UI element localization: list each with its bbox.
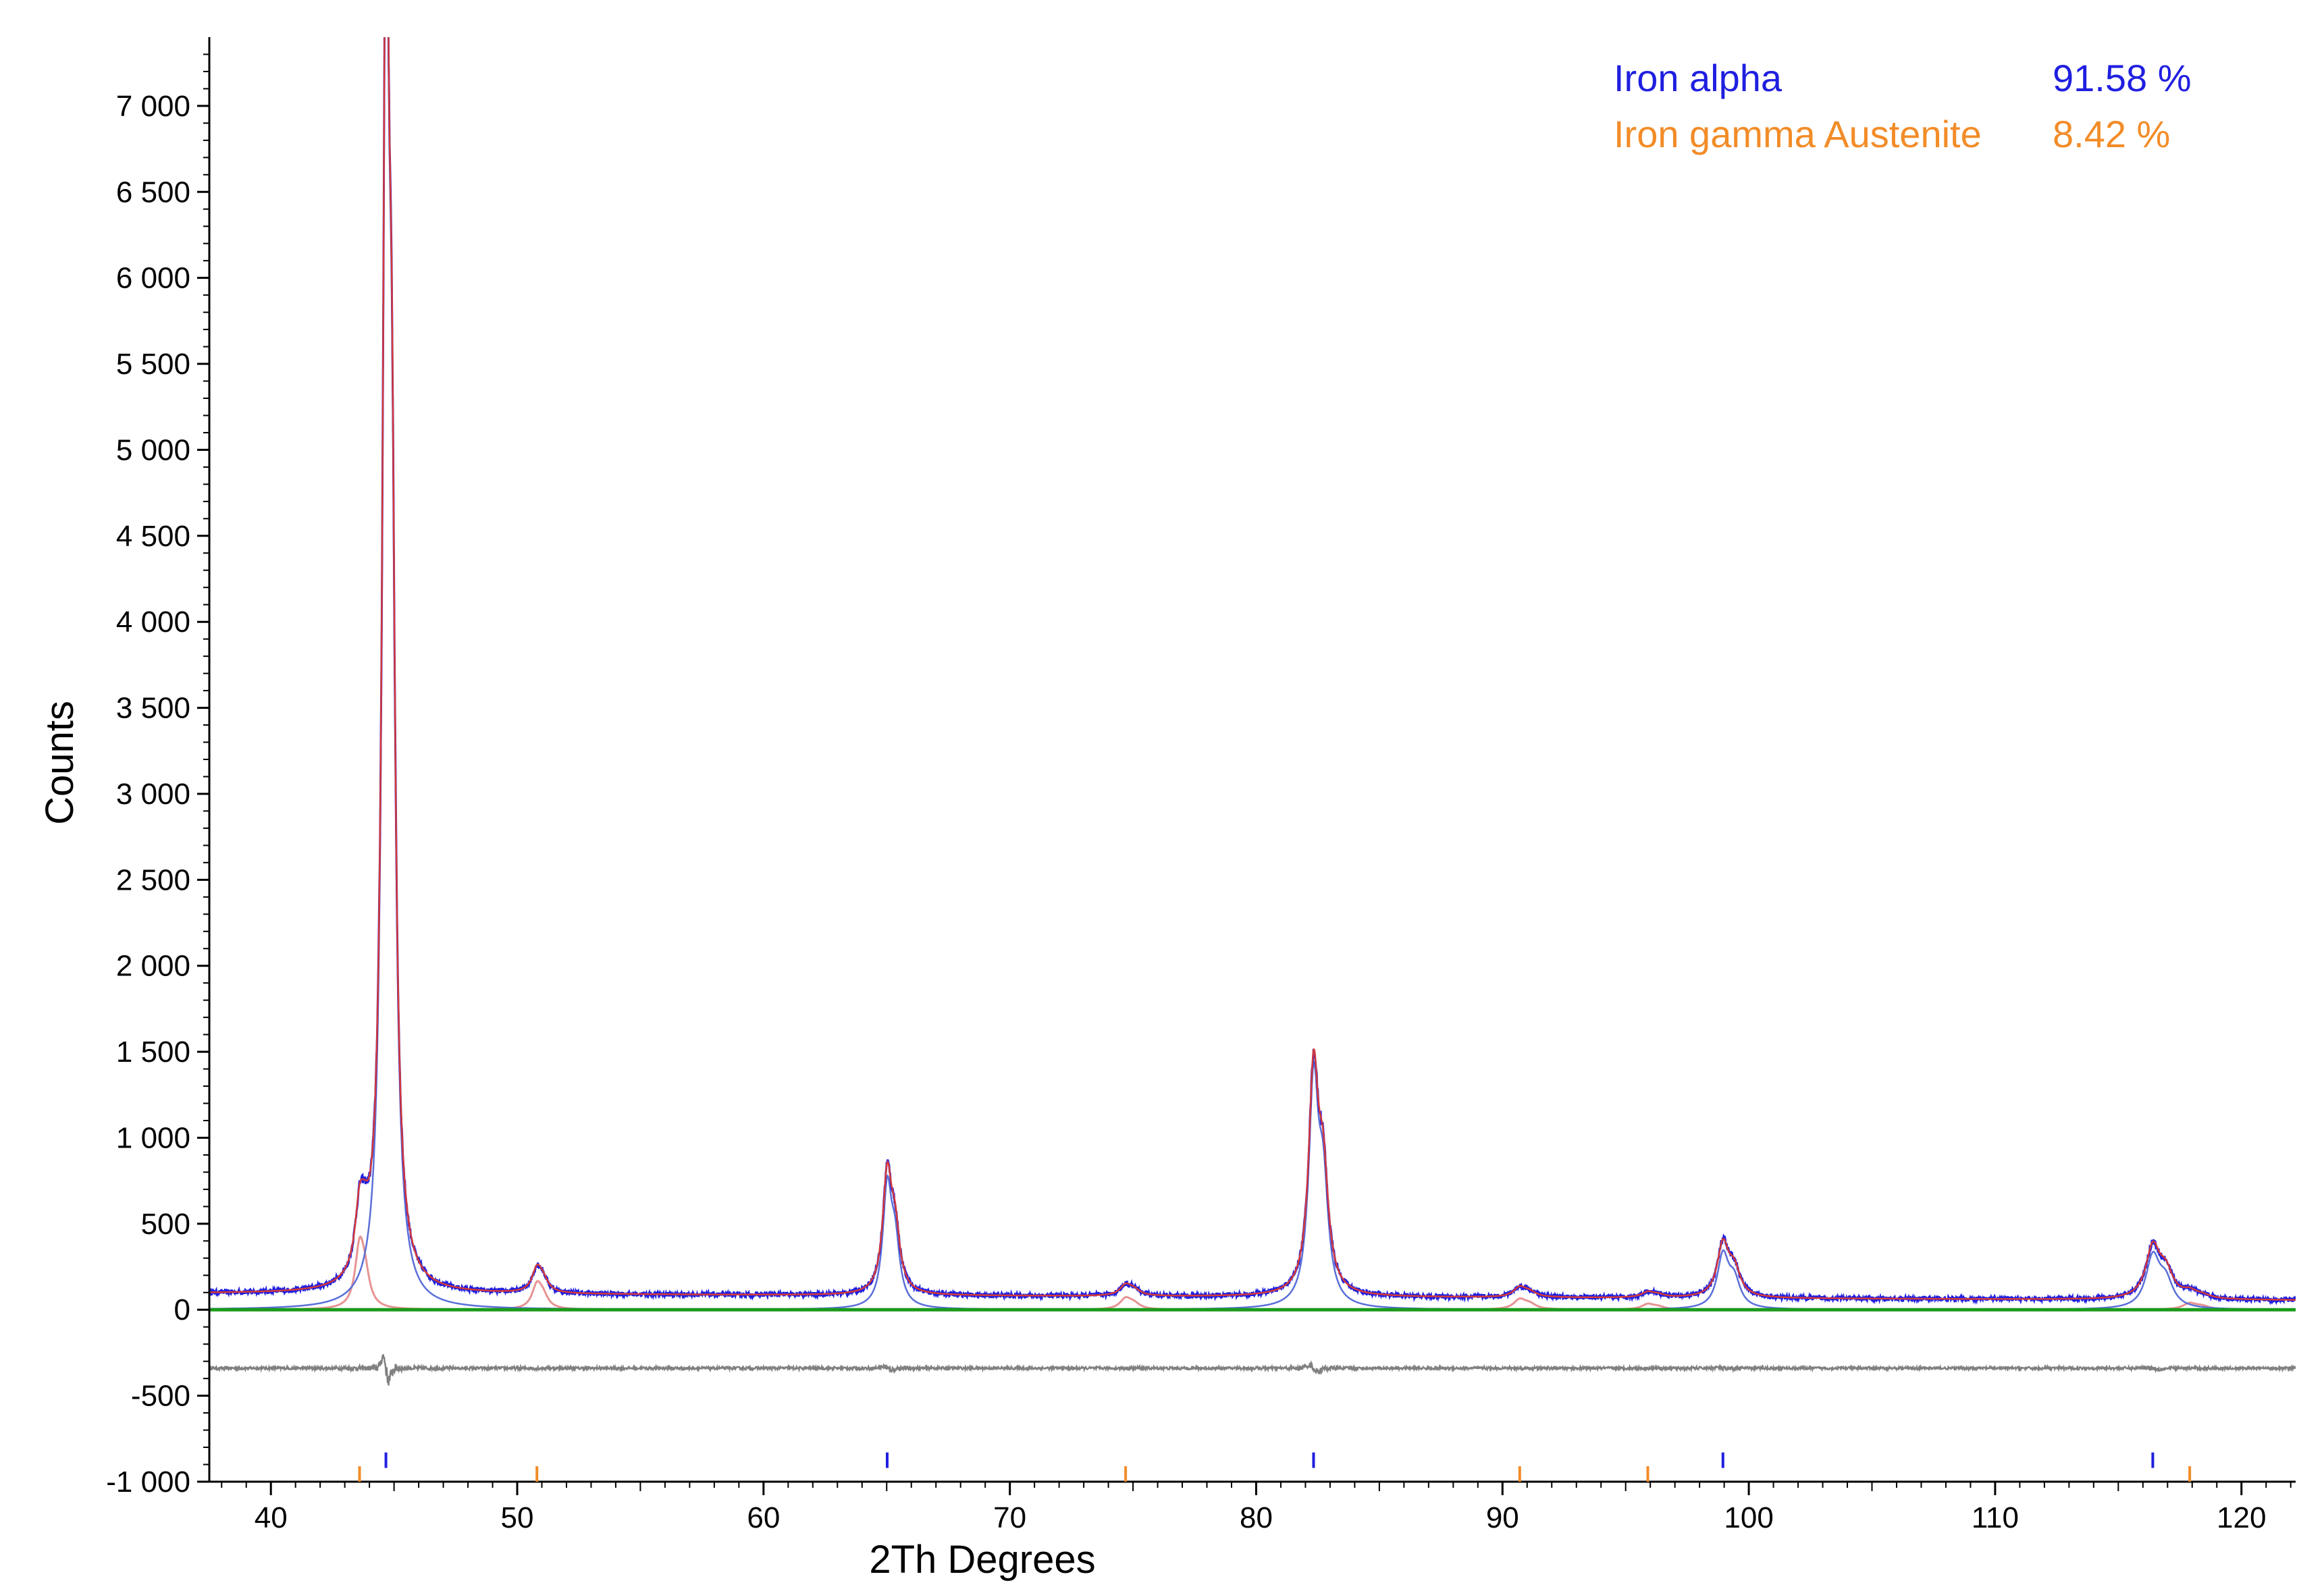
x-tick-label: 80 bbox=[1240, 1501, 1273, 1534]
observed-curve bbox=[209, 37, 2296, 1306]
x-tick-label: 90 bbox=[1486, 1501, 1519, 1534]
x-axis-title: 2Th Degrees bbox=[869, 1538, 1095, 1582]
x-tick-label: 110 bbox=[1972, 1501, 2019, 1534]
y-tick-label: 6 000 bbox=[116, 262, 190, 295]
y-tick-label: 6 500 bbox=[116, 176, 190, 209]
y-tick-label: 500 bbox=[141, 1208, 190, 1241]
y-tick-label: 4 000 bbox=[116, 606, 190, 639]
x-tick-label: 40 bbox=[255, 1501, 288, 1534]
x-tick-label: 100 bbox=[1724, 1501, 1773, 1534]
y-tick-label: 7 000 bbox=[116, 90, 190, 123]
legend-value-iron-gamma: 8.42 % bbox=[2053, 113, 2170, 155]
calculated-curve bbox=[209, 37, 2296, 1301]
axes-layer bbox=[197, 37, 2296, 1495]
y-tick-label: 1 000 bbox=[116, 1121, 190, 1154]
y-tick-label: -500 bbox=[131, 1380, 190, 1413]
y-tick-label: 3 000 bbox=[116, 778, 190, 811]
legend-value-iron-alpha: 91.58 % bbox=[2053, 57, 2192, 99]
x-tick-label: 70 bbox=[993, 1501, 1026, 1534]
phase-tick-marks bbox=[358, 1452, 2192, 1482]
y-tick-label: 5 000 bbox=[116, 433, 190, 466]
y-tick-label: -1 000 bbox=[106, 1465, 190, 1499]
tick-labels: -1 000 -500 0 500 1 000 1 500 2 000 2 500 3 000 3… bbox=[106, 90, 2266, 1534]
x-tick-label: 50 bbox=[501, 1501, 534, 1534]
difference-curve bbox=[209, 1353, 2296, 1386]
alpha-phase-profile bbox=[209, 37, 2296, 1311]
series-layer bbox=[209, 37, 2296, 1386]
legend-name-iron-alpha: Iron alpha bbox=[1614, 57, 1782, 99]
y-tick-label: 0 bbox=[174, 1293, 190, 1326]
y-tick-label: 2 000 bbox=[116, 950, 190, 983]
y-tick-label: 1 500 bbox=[116, 1035, 190, 1069]
legend-name-iron-gamma: Iron gamma Austenite bbox=[1614, 113, 1982, 155]
y-tick-label: 3 500 bbox=[116, 692, 190, 725]
x-tick-label: 60 bbox=[747, 1501, 780, 1534]
legend: Iron alpha 91.58 % Iron gamma Austenite … bbox=[1614, 57, 2192, 155]
y-tick-label: 5 500 bbox=[116, 348, 190, 381]
y-tick-label: 4 500 bbox=[116, 520, 190, 553]
x-tick-label: 120 bbox=[2217, 1501, 2266, 1534]
y-tick-label: 2 500 bbox=[116, 863, 190, 896]
y-axis-title: Counts bbox=[38, 701, 82, 825]
